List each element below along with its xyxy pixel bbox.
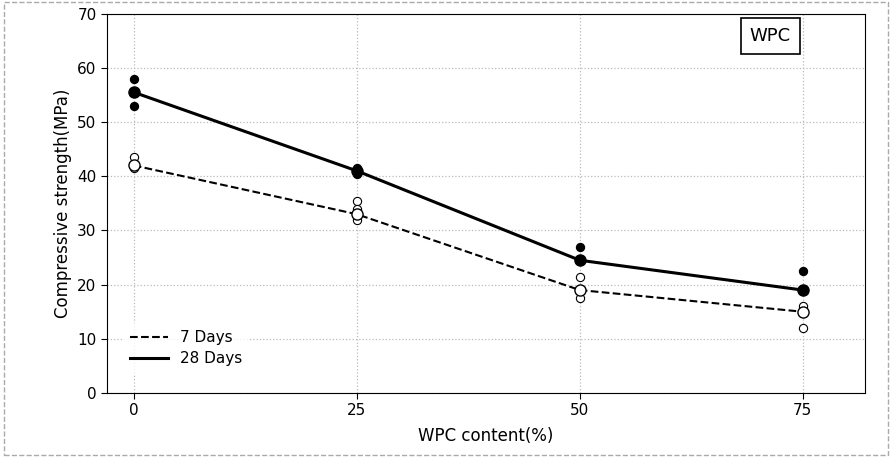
Point — [573, 273, 587, 280]
Point — [573, 257, 587, 264]
Point — [350, 197, 364, 204]
Point — [350, 165, 364, 172]
Point — [350, 170, 364, 177]
Point — [350, 205, 364, 213]
Point — [796, 303, 810, 310]
Legend: 7 Days, 28 Days: 7 Days, 28 Days — [122, 323, 250, 374]
Point — [350, 216, 364, 223]
Point — [127, 75, 141, 82]
Point — [796, 324, 810, 332]
Point — [796, 267, 810, 275]
Point — [573, 295, 587, 302]
Point — [573, 243, 587, 250]
Point — [127, 154, 141, 161]
X-axis label: WPC content(%): WPC content(%) — [418, 427, 554, 445]
Point — [796, 308, 810, 315]
Text: WPC: WPC — [750, 27, 791, 45]
Point — [796, 287, 810, 294]
Y-axis label: Compressive strength(MPa): Compressive strength(MPa) — [54, 89, 71, 318]
Point — [127, 165, 141, 172]
Point — [127, 89, 141, 96]
Point — [127, 102, 141, 110]
